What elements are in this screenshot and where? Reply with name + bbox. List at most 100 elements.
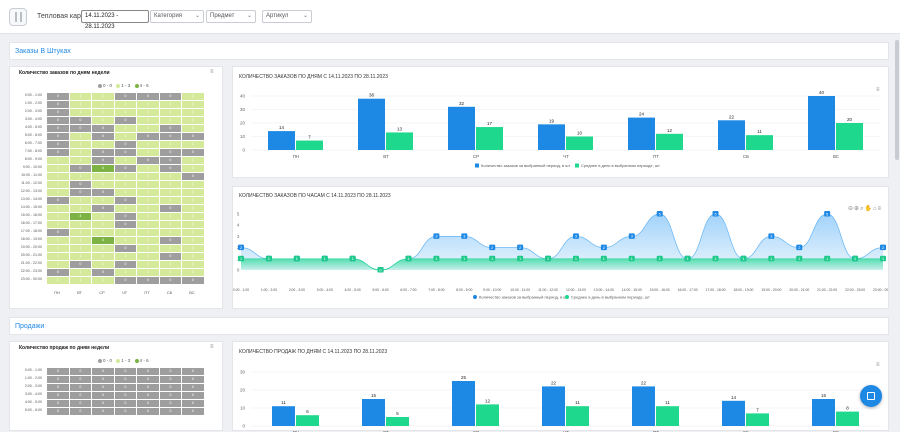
heatmap-cell[interactable]: 1 — [69, 101, 92, 109]
date-range-input[interactable]: 14.11.2023 - 28.11.2023 — [81, 10, 149, 30]
heatmap-cell[interactable]: 1 — [182, 229, 204, 237]
heatmap-cell[interactable]: 0 — [159, 165, 182, 173]
point-label-box[interactable] — [405, 255, 412, 262]
bar[interactable] — [836, 123, 863, 150]
heatmap-cell[interactable]: 1 — [69, 237, 92, 245]
home-icon[interactable]: ⌂ — [872, 206, 878, 212]
heatmap-cell[interactable]: 0 — [69, 189, 92, 197]
point-label-box[interactable] — [461, 255, 468, 262]
heatmap-cell[interactable]: 0 — [47, 368, 69, 376]
hamburger-menu-icon[interactable]: ≡ — [210, 69, 214, 75]
heatmap-cell[interactable]: 1 — [137, 229, 159, 237]
point-label-box[interactable] — [628, 255, 635, 262]
bar[interactable] — [566, 406, 589, 426]
heatmap-cell[interactable]: 0 — [137, 277, 159, 285]
heatmap-cell[interactable]: 1 — [69, 221, 92, 229]
heatmap-cell[interactable]: 0 — [159, 205, 182, 213]
heatmap-cell[interactable]: 1 — [182, 245, 204, 253]
point-label-box[interactable] — [740, 255, 747, 262]
point-label-box[interactable] — [377, 267, 384, 273]
zoom-out-icon[interactable]: ⊖ — [848, 206, 855, 212]
heatmap-cell[interactable]: 0 — [182, 408, 204, 416]
heatmap-cell[interactable]: 1 — [69, 93, 92, 101]
heatmap-cell[interactable]: 0 — [69, 408, 92, 416]
heatmap-cell[interactable]: 0 — [69, 384, 92, 392]
heatmap-cell[interactable]: 1 — [69, 109, 92, 117]
point-label-box[interactable] — [600, 255, 607, 262]
pan-icon[interactable]: ✋ — [864, 206, 873, 212]
heatmap-cell[interactable]: 1 — [137, 245, 159, 253]
heatmap-cell[interactable]: 1 — [159, 189, 182, 197]
heatmap-cell[interactable]: 1 — [182, 253, 204, 261]
heatmap-cell[interactable]: 0 — [159, 149, 182, 157]
heatmap-cell[interactable]: 0 — [47, 93, 69, 101]
heatmap-cell[interactable]: 0 — [137, 384, 159, 392]
heatmap-cell[interactable]: 1 — [159, 109, 182, 117]
heatmap-cell[interactable]: 1 — [47, 205, 69, 213]
heatmap-cell[interactable]: 0 — [159, 384, 182, 392]
heatmap-cell[interactable]: 1 — [137, 149, 159, 157]
heatmap-cell[interactable]: 0 — [92, 368, 114, 376]
heatmap-cell[interactable]: 0 — [69, 400, 92, 408]
heatmap-cell[interactable]: 0 — [159, 408, 182, 416]
heatmap-cell[interactable]: 0 — [159, 376, 182, 384]
point-label-box[interactable] — [880, 244, 886, 251]
heatmap-cell[interactable]: 1 — [47, 237, 69, 245]
heatmap-cell[interactable]: 1 — [182, 109, 204, 117]
heatmap-cell[interactable]: 0 — [47, 101, 69, 109]
point-label-box[interactable] — [880, 255, 886, 262]
heatmap-cell[interactable]: 0 — [92, 205, 114, 213]
heatmap-cell[interactable]: 0 — [114, 197, 137, 205]
bar[interactable] — [656, 133, 683, 150]
point-label-box[interactable] — [768, 233, 775, 239]
heatmap-cell[interactable]: 0 — [159, 400, 182, 408]
heatmap-cell[interactable]: 1 — [47, 245, 69, 253]
heatmap-cell[interactable]: 1 — [69, 173, 92, 181]
legend-label[interactable]: Количество заказов за выбранный период, … — [479, 295, 568, 300]
heatmap-cell[interactable]: 0 — [114, 117, 137, 125]
point-label-box[interactable] — [517, 244, 524, 251]
point-label-box[interactable] — [712, 255, 719, 262]
bar[interactable] — [362, 399, 385, 426]
heatmap-cell[interactable]: 0 — [47, 109, 69, 117]
heatmap-cell[interactable]: 0 — [114, 261, 137, 269]
heatmap-cell[interactable]: 0 — [69, 392, 92, 400]
heatmap-cell[interactable]: 1 — [69, 253, 92, 261]
heatmap-cell[interactable]: 4 — [69, 213, 92, 221]
heatmap-cell[interactable]: 1 — [69, 157, 92, 165]
heatmap-cell[interactable]: 0 — [47, 376, 69, 384]
heatmap-cell[interactable]: 0 — [114, 141, 137, 149]
heatmap-cell[interactable]: 1 — [182, 205, 204, 213]
heatmap-cell[interactable]: 1 — [92, 117, 114, 125]
heatmap-cell[interactable]: 0 — [182, 400, 204, 408]
heatmap-cell[interactable]: 0 — [159, 93, 182, 101]
heatmap-cell[interactable]: 0 — [47, 197, 69, 205]
legend-label[interactable]: Среднее в день в выбранном периоде, шт — [581, 163, 660, 168]
heatmap-cell[interactable]: 0 — [47, 149, 69, 157]
heatmap-cell[interactable]: 0 — [159, 125, 182, 133]
heatmap-cell[interactable]: 0 — [69, 165, 92, 173]
heatmap-cell[interactable]: 1 — [137, 213, 159, 221]
heatmap-cell[interactable]: 1 — [182, 221, 204, 229]
heatmap-cell[interactable]: 1 — [92, 173, 114, 181]
heatmap-cell[interactable]: 1 — [182, 125, 204, 133]
heatmap-cell[interactable]: 1 — [47, 261, 69, 269]
heatmap-cell[interactable]: 1 — [47, 157, 69, 165]
point-label-box[interactable] — [489, 244, 496, 251]
point-label-box[interactable] — [796, 255, 803, 262]
heatmap-cell[interactable]: 1 — [69, 149, 92, 157]
heatmap-cell[interactable]: 1 — [92, 109, 114, 117]
heatmap-cell[interactable]: 0 — [92, 376, 114, 384]
heatmap-cell[interactable]: 1 — [114, 125, 137, 133]
bar[interactable] — [566, 136, 593, 151]
bar[interactable] — [358, 98, 385, 150]
heatmap-cell[interactable]: 1 — [137, 173, 159, 181]
heatmap-cell[interactable]: 1 — [114, 133, 137, 141]
heatmap-cell[interactable]: 1 — [92, 93, 114, 101]
heatmap-cell[interactable]: 1 — [92, 277, 114, 285]
heatmap-cell[interactable]: 1 — [159, 269, 182, 277]
heatmap-cell[interactable]: 0 — [114, 376, 137, 384]
heatmap-cell[interactable]: 0 — [182, 368, 204, 376]
heatmap-cell[interactable]: 1 — [47, 253, 69, 261]
heatmap-cell[interactable]: 0 — [92, 408, 114, 416]
